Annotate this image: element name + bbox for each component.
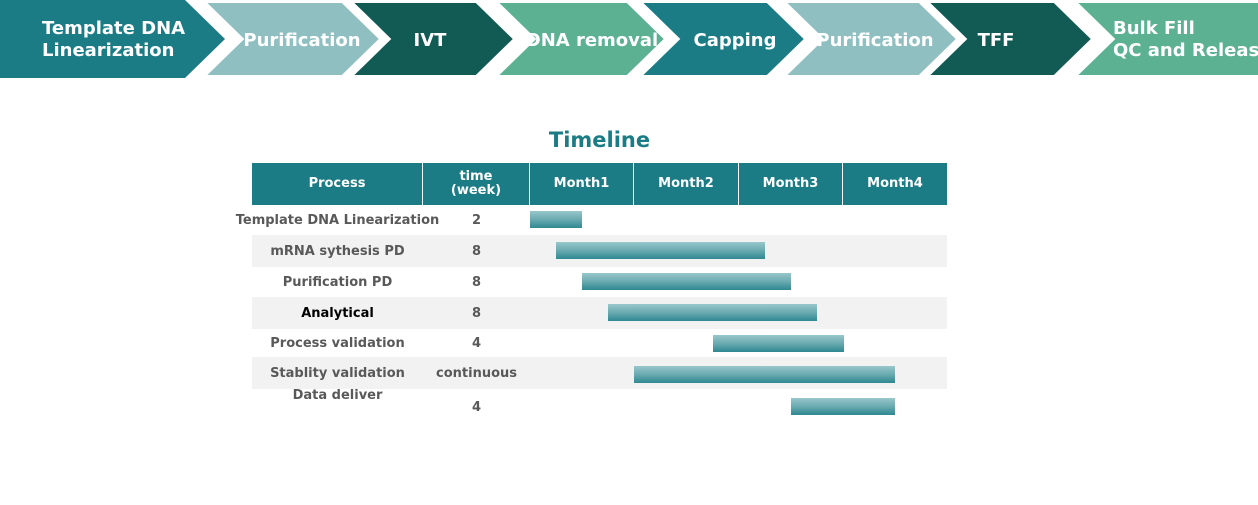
- row-time-value: 8: [471, 243, 482, 259]
- row-process-label: Template DNA Linearization: [235, 212, 440, 228]
- row-process-label: Process validation: [270, 335, 405, 351]
- column-divider: [634, 205, 635, 390]
- flow-step-label: TFF: [978, 30, 1015, 51]
- flow-step-7: TFF: [918, 0, 1100, 78]
- column-divider: [739, 205, 740, 390]
- table-row: [252, 389, 947, 425]
- flow-step-label: Purification: [816, 30, 933, 51]
- flow-step-label: Template DNA: [42, 18, 185, 39]
- flow-step-label: Bulk Fill: [1113, 18, 1195, 39]
- row-process-label: mRNA sythesis PD: [270, 243, 405, 259]
- flow-step-label: DNA removal: [526, 30, 658, 51]
- flow-step-shape: [1066, 0, 1258, 78]
- header-time: time (week): [423, 163, 530, 205]
- gantt-bar: [582, 273, 791, 290]
- row-time-value: 4: [471, 399, 482, 415]
- header-time-line1: time: [459, 169, 493, 184]
- header-month1: Month1: [530, 163, 634, 205]
- flow-step-label: Purification: [243, 30, 360, 51]
- row-process-label: Purification PD: [282, 274, 393, 290]
- flow-step-label: IVT: [414, 30, 448, 51]
- flow-step-shape: [631, 0, 813, 78]
- header-month2: Month2: [634, 163, 739, 205]
- flow-step-shape: [487, 0, 673, 78]
- row-time-value: 8: [471, 305, 482, 321]
- header-process: Process: [252, 163, 423, 205]
- row-time-value: 4: [471, 335, 482, 351]
- gantt-bar: [791, 398, 895, 415]
- table-row: [252, 235, 947, 267]
- timeline-title: Timeline: [548, 128, 651, 152]
- flow-step-6: Purification: [775, 0, 965, 78]
- column-divider: [423, 205, 424, 390]
- row-time-value: continuous: [436, 365, 517, 381]
- gantt-bar: [556, 242, 765, 259]
- flow-step-shape: [342, 0, 522, 78]
- flow-step-shape: [195, 0, 388, 78]
- row-process-label: Stablity validation: [270, 365, 405, 381]
- table-row: [252, 329, 947, 357]
- table-row: [252, 205, 947, 235]
- header-time-line2: (week): [450, 183, 502, 198]
- header-month4: Month4: [843, 163, 947, 205]
- gantt-bar: [530, 211, 582, 228]
- flow-step-shape: [0, 0, 225, 78]
- header-month3: Month3: [739, 163, 843, 205]
- flow-step-2: Purification: [195, 0, 388, 78]
- gantt-bar: [713, 335, 844, 352]
- flow-step-4: DNA removal: [487, 0, 673, 78]
- flow-step-label: Linearization: [42, 40, 174, 61]
- flow-step-shape: [775, 0, 965, 78]
- column-divider: [843, 205, 844, 390]
- gantt-bar: [634, 366, 895, 383]
- row-time-value: 8: [471, 274, 482, 290]
- row-process-label: Data deliver: [292, 387, 383, 403]
- column-divider: [530, 205, 531, 390]
- flow-step-label: QC and Release: [1113, 40, 1258, 61]
- gantt-bar: [608, 304, 817, 321]
- flow-step-shape: [918, 0, 1100, 78]
- table-row: [252, 357, 947, 389]
- row-time-value: 2: [471, 212, 482, 228]
- flow-step-label: Capping: [694, 30, 777, 51]
- flow-step-5: Capping: [631, 0, 813, 78]
- table-row: [252, 267, 947, 297]
- table-row: [252, 297, 947, 329]
- flow-step-3: IVT: [342, 0, 522, 78]
- row-process-label: Analytical: [301, 305, 374, 321]
